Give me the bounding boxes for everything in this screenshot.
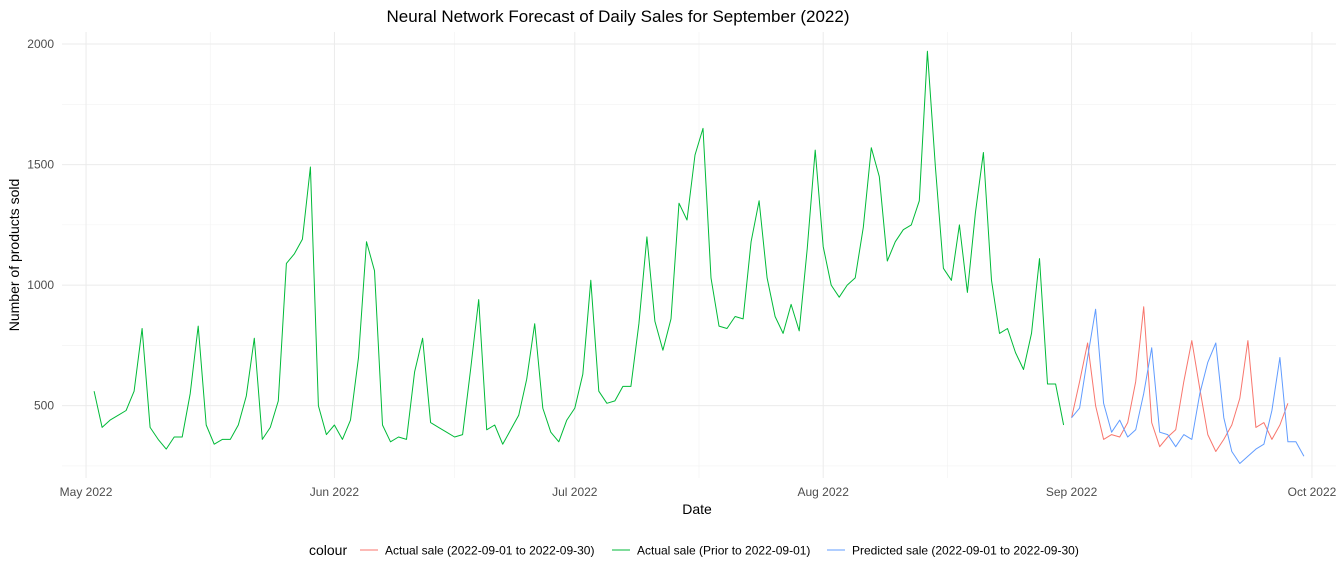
- x-tick-label: Oct 2022: [1288, 485, 1337, 499]
- series-line-3: [1071, 308, 1305, 464]
- x-tick-label: May 2022: [60, 485, 113, 499]
- plot-lines: [93, 50, 1305, 464]
- legend: colour Actual sale (2022-09-01 to 2022-0…: [309, 542, 1079, 558]
- plot-grid: [62, 32, 1336, 478]
- series-line-1: [1071, 306, 1289, 452]
- x-axis-ticks: May 2022 Jun 2022 Jul 2022 Aug 2022 Sep 2022…: [60, 485, 1337, 499]
- x-tick-label: Aug 2022: [797, 485, 849, 499]
- y-tick-label: 500: [34, 399, 54, 413]
- x-axis-title: Date: [682, 501, 712, 517]
- y-tick-label: 2000: [27, 37, 54, 51]
- y-tick-label: 1000: [27, 278, 54, 292]
- series-line-2: [93, 50, 1065, 450]
- x-tick-label: Jul 2022: [552, 485, 598, 499]
- legend-label: Actual sale (2022-09-01 to 2022-09-30): [385, 544, 594, 558]
- x-tick-label: Jun 2022: [310, 485, 360, 499]
- y-tick-label: 1500: [27, 158, 54, 172]
- chart-title: Neural Network Forecast of Daily Sales f…: [387, 7, 850, 26]
- legend-label: Actual sale (Prior to 2022-09-01): [637, 544, 810, 558]
- legend-label: Predicted sale (2022-09-01 to 2022-09-30…: [852, 544, 1079, 558]
- x-tick-label: Sep 2022: [1046, 485, 1098, 499]
- legend-title: colour: [309, 542, 347, 558]
- y-axis-title: Number of products sold: [6, 179, 22, 332]
- y-axis-ticks: 500 1000 1500 2000: [27, 37, 54, 413]
